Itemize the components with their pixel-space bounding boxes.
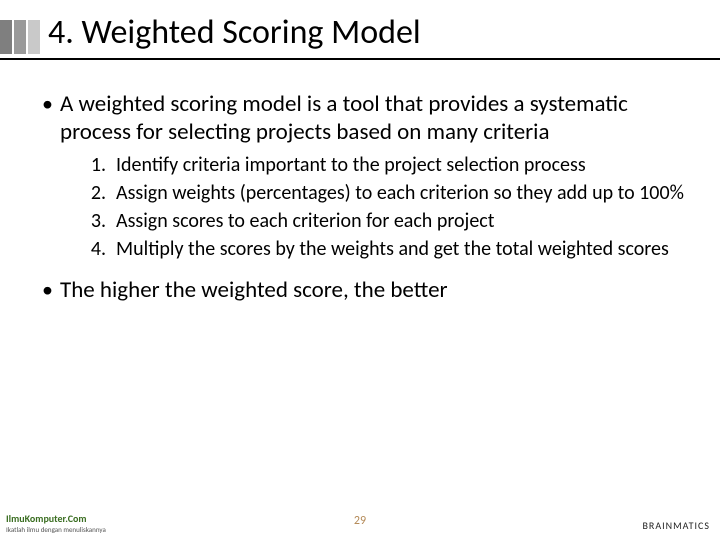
- bar-icon: [14, 20, 26, 54]
- list-number: 1.: [86, 152, 116, 178]
- footer-left-main: IlmuKomputer.Com: [6, 512, 87, 525]
- header-decoration-bars: [0, 20, 40, 54]
- bullet-item: • A weighted scoring model is a tool tha…: [42, 90, 684, 146]
- list-number: 2.: [86, 180, 116, 206]
- list-text: Identify criteria important to the proje…: [116, 152, 684, 178]
- slide-body: • A weighted scoring model is a tool tha…: [42, 90, 684, 310]
- list-text: Assign scores to each criterion for each…: [116, 208, 684, 234]
- bullet-text: The higher the weighted score, the bette…: [60, 276, 684, 304]
- bullet-marker: •: [42, 90, 60, 146]
- list-item: 2. Assign weights (percentages) to each …: [86, 180, 684, 206]
- page-number: 29: [0, 514, 720, 528]
- numbered-list: 1. Identify criteria important to the pr…: [86, 152, 684, 262]
- bar-icon: [0, 20, 12, 54]
- title-underline: [0, 58, 720, 60]
- bar-icon: [28, 20, 40, 54]
- list-number: 3.: [86, 208, 116, 234]
- list-text: Assign weights (percentages) to each cri…: [116, 180, 684, 206]
- slide-title: 4. Weighted Scoring Model: [48, 12, 421, 53]
- footer-left-logo: IlmuKomputer.Com Ikatlah ilmu dengan men…: [6, 512, 106, 534]
- bullet-item: • The higher the weighted score, the bet…: [42, 276, 684, 304]
- footer-right-logo: BRAINMATICS: [642, 519, 710, 532]
- list-item: 3. Assign scores to each criterion for e…: [86, 208, 684, 234]
- bullet-marker: •: [42, 276, 60, 304]
- list-item: 4. Multiply the scores by the weights an…: [86, 236, 684, 262]
- list-item: 1. Identify criteria important to the pr…: [86, 152, 684, 178]
- slide: 4. Weighted Scoring Model • A weighted s…: [0, 0, 720, 540]
- footer-left-sub: Ikatlah ilmu dengan menuliskannya: [6, 525, 106, 534]
- bullet-text: A weighted scoring model is a tool that …: [60, 90, 684, 146]
- list-text: Multiply the scores by the weights and g…: [116, 236, 684, 262]
- list-number: 4.: [86, 236, 116, 262]
